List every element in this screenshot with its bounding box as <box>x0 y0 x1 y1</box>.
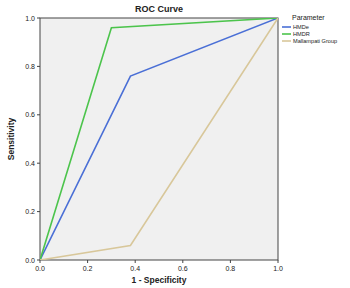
legend-label: HMDe <box>293 24 309 30</box>
series-group <box>40 18 278 260</box>
y-tick-label: 0.2 <box>25 208 35 215</box>
legend-swatch <box>282 40 291 42</box>
chart: ROC Curve 0.0 0.2 0.4 0.6 0.8 1.0 0.0 0.2 0.4 0.6 0… <box>0 0 350 288</box>
legend: Parameter HMDeHMDRMallampati Group <box>282 14 337 44</box>
x-tick-label: 0.8 <box>226 265 236 272</box>
legend-label: Mallampati Group <box>293 38 337 44</box>
y-axis-label: Sensitivity <box>6 117 16 160</box>
legend-title: Parameter <box>292 14 325 21</box>
y-tick-label: 1.0 <box>25 15 35 22</box>
legend-label: HMDR <box>293 31 310 37</box>
title: ROC Curve <box>135 4 183 14</box>
y-tick-label: 0.4 <box>25 160 35 167</box>
roc-line <box>40 18 278 260</box>
x-axis-label: 1 - Specificity <box>132 275 187 285</box>
roc-line <box>40 18 278 260</box>
y-tick-label: 0.0 <box>25 257 35 264</box>
y-tick <box>37 260 40 261</box>
x-tick-label: 1.0 <box>273 265 283 272</box>
roc-line <box>40 18 278 260</box>
legend-swatch <box>282 26 291 28</box>
x-tick-label: 0.4 <box>130 265 140 272</box>
x-tick-label: 0.2 <box>83 265 93 272</box>
x-tick <box>230 260 231 263</box>
x-tick <box>135 260 136 263</box>
x-tick-label: 0.6 <box>178 265 188 272</box>
y-tick <box>37 163 40 164</box>
y-tick <box>37 18 40 19</box>
plot-area <box>40 18 278 260</box>
x-tick <box>87 260 88 263</box>
y-tick <box>37 114 40 115</box>
x-tick-label: 0.0 <box>35 265 45 272</box>
y-tick <box>37 211 40 212</box>
x-tick <box>182 260 183 263</box>
y-tick-label: 0.6 <box>25 111 35 118</box>
y-tick-label: 0.8 <box>25 63 35 70</box>
x-tick <box>278 260 279 263</box>
background <box>0 0 350 288</box>
y-tick <box>37 66 40 67</box>
legend-swatch <box>282 33 291 35</box>
